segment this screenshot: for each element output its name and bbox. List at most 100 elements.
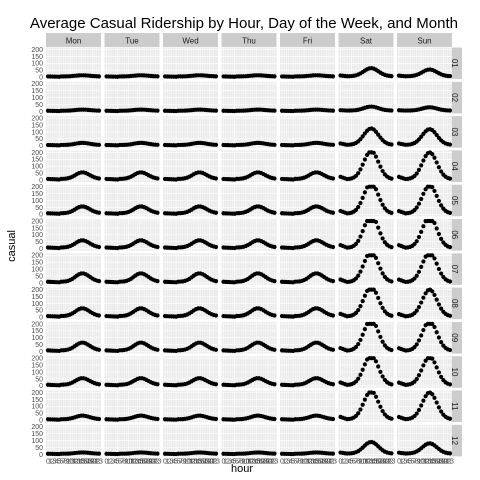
facet-strip-label: 01 (450, 59, 459, 68)
y-tick-label: 150 (31, 328, 43, 335)
data-point (447, 416, 453, 421)
x-tick-label: 17 (374, 458, 382, 465)
facet-panel (104, 356, 160, 388)
data-point (434, 297, 439, 302)
data-point (373, 219, 379, 225)
data-point (430, 185, 435, 190)
x-tick-label: 2 (284, 458, 288, 465)
data-point (447, 245, 453, 250)
data-point (330, 313, 336, 318)
x-tick-label: 13 (190, 458, 198, 465)
data-point (439, 236, 444, 241)
facet-panel (162, 287, 219, 320)
data-point (434, 400, 439, 405)
data-point (389, 347, 394, 353)
y-tick-label: 150 (31, 122, 43, 129)
data-point (213, 108, 219, 113)
data-point (330, 244, 336, 250)
data-point (419, 368, 424, 373)
data-point (380, 339, 385, 344)
x-tick-label: 4 (347, 458, 351, 465)
x-tick-label: 2 (343, 458, 347, 465)
y-tick-label: 50 (35, 411, 43, 418)
data-point (378, 266, 383, 271)
facet-strip-label: 04 (450, 162, 459, 171)
y-tick-label: 200 (31, 287, 43, 294)
data-point (155, 382, 160, 387)
data-point (389, 210, 394, 215)
data-point (373, 187, 379, 192)
y-tick-label: 100 (31, 95, 43, 102)
data-point (155, 451, 160, 456)
x-tick-label: 23 (154, 458, 162, 465)
x-tick-label: 13 (307, 458, 315, 465)
y-tick-label: 100 (31, 232, 43, 239)
facet-panel (279, 150, 336, 182)
x-tick-label: 15 (370, 458, 378, 465)
data-point (380, 168, 385, 174)
data-point (414, 273, 419, 278)
data-point (380, 305, 385, 310)
x-tick-label: 21 (266, 458, 274, 465)
x-tick-label: 18 (201, 458, 209, 465)
data-point (430, 152, 435, 157)
data-point (421, 224, 426, 229)
facet-panel (396, 184, 453, 217)
y-tick-label: 150 (31, 397, 43, 404)
facet-panel (104, 287, 160, 320)
facet-panel (338, 424, 394, 457)
x-tick-label: 4 (172, 458, 176, 465)
data-point (96, 451, 102, 456)
facet-strip-label: Sun (417, 37, 431, 46)
facet-panel (104, 390, 160, 423)
data-point (353, 344, 359, 350)
x-tick-label: 1 (107, 458, 111, 465)
data-point (414, 411, 419, 416)
data-point (213, 176, 219, 181)
x-tick-label: 17 (199, 458, 207, 465)
data-point (96, 74, 102, 79)
data-point (419, 300, 424, 305)
data-point (96, 176, 102, 181)
facet-panel (45, 116, 102, 148)
data-point (389, 74, 394, 79)
data-point (360, 134, 365, 139)
data-point (272, 451, 277, 456)
facet-strip-label: Sat (360, 37, 373, 46)
data-point (362, 223, 367, 228)
y-tick-label: 200 (31, 253, 43, 260)
x-tick-label: 8 (181, 458, 185, 465)
facet-panel (45, 47, 102, 80)
facet-panel (396, 81, 453, 114)
data-point (373, 290, 379, 295)
facet-panel (162, 424, 219, 457)
x-tick-label: 20 (205, 458, 213, 465)
facet-panel (104, 321, 160, 354)
facet-panel (396, 321, 453, 354)
y-tick-label: 0 (39, 177, 43, 184)
data-point (330, 74, 336, 79)
data-point (430, 392, 435, 397)
data-point (155, 210, 160, 215)
x-tick-label: 6 (410, 458, 414, 465)
data-point (434, 261, 439, 266)
data-point (330, 176, 336, 181)
y-tick-label: 50 (35, 239, 43, 246)
y-tick-label: 100 (31, 301, 43, 308)
y-tick-label: 200 (31, 47, 43, 54)
x-tick-label: 6 (293, 458, 297, 465)
x-tick-label: 9 (417, 458, 421, 465)
x-tick-label: 19 (262, 458, 270, 465)
y-tick-label: 200 (31, 116, 43, 123)
y-tick-label: 150 (31, 363, 43, 370)
x-tick-label: 3 (170, 458, 174, 465)
facet-panel (279, 81, 336, 114)
y-tick-label: 200 (31, 81, 43, 88)
x-tick-label: 8 (415, 458, 419, 465)
x-tick-label: 11 (244, 458, 251, 465)
facet-strip-label: 06 (450, 230, 459, 239)
x-tick-label: 12 (129, 458, 137, 465)
y-tick-label: 200 (31, 184, 43, 191)
data-point (360, 402, 365, 407)
x-tick-label: 5 (116, 458, 120, 465)
